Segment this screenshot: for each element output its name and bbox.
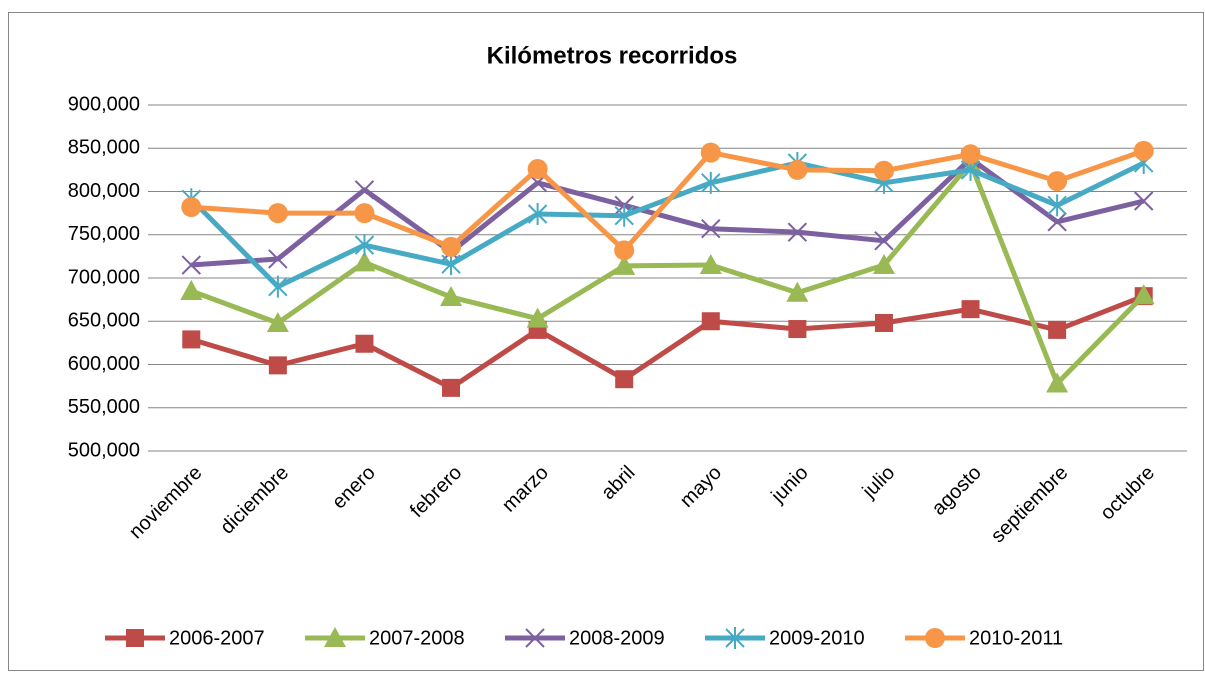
y-tick-label: 700,000 [68,266,140,288]
marker [181,197,202,218]
marker [873,160,894,181]
marker [268,275,288,298]
marker [700,142,721,163]
marker [526,307,549,328]
marker [182,330,201,349]
chart-title: Kilómetros recorridos [487,42,738,69]
marker [181,255,201,275]
series-line [191,156,1145,268]
y-tick-label: 800,000 [68,180,140,202]
marker [872,254,895,275]
marker [925,628,945,648]
y-tick-label: 550,000 [68,396,140,418]
marker [1047,194,1067,217]
marker [268,249,288,269]
series-line [190,293,1145,391]
marker [268,356,287,375]
marker [1134,191,1154,211]
marker [441,236,462,257]
marker [442,378,461,397]
marker [267,203,288,224]
y-tick-label: 650,000 [68,310,140,332]
legend-label: 2010-2011 [969,627,1063,649]
marker [614,204,634,227]
marker [874,231,894,251]
y-tick-label: 850,000 [68,137,140,159]
legend-label: 2007-2008 [369,627,465,649]
marker [180,279,203,300]
marker [701,171,721,194]
marker [354,234,375,257]
marker [324,627,346,647]
marker [354,180,375,200]
marker [527,202,548,225]
marker [1047,212,1067,232]
y-tick-label: 500,000 [68,439,140,461]
marker [701,218,721,239]
marker [874,313,893,332]
y-tick-label: 600,000 [68,353,140,375]
legend-label: 2006-2007 [169,627,265,649]
marker [1046,372,1069,393]
chart-frame [8,12,1204,671]
marker [788,320,807,339]
marker [614,240,635,261]
marker [960,144,981,165]
marker [266,311,289,332]
series-line [191,148,1145,253]
legend-label: 2008-2009 [569,627,665,649]
series [181,140,1154,261]
marker [354,203,375,224]
series-line [190,160,1146,387]
marker [527,159,548,180]
marker [787,159,808,180]
marker [1048,320,1067,339]
marker [699,254,722,275]
marker [126,629,144,647]
marker [701,312,720,331]
marker [786,281,809,302]
marker [525,628,545,648]
marker [787,222,808,242]
marker [1132,284,1155,305]
marker [353,251,376,272]
marker [1047,171,1068,192]
series [180,151,1155,393]
y-tick-label: 750,000 [68,223,140,245]
y-tick-label: 900,000 [68,93,140,115]
marker [613,254,636,275]
marker [725,627,745,649]
legend-label: 2009-2010 [769,627,865,649]
marker [961,300,980,319]
marker [1133,140,1154,161]
marker [440,286,463,307]
marker [355,334,374,353]
marker [615,370,634,389]
